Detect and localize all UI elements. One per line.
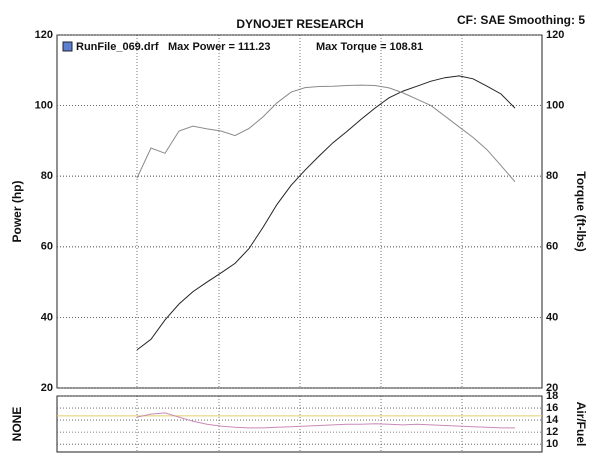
plot-frame [56,395,543,453]
y-tick-label: 100 [35,100,53,112]
y-tick-label: 40 [41,311,53,323]
y2-tick-label: 16 [546,402,558,414]
series-line [136,412,515,429]
y2-axis-label: Torque (ft-lbs) [574,171,588,251]
y2-axis-label: Air/Fuel [574,402,588,447]
series-line [136,84,516,183]
y2-tick-label: 18 [546,390,558,402]
y2-tick-label: 60 [546,241,558,253]
plot-frame [56,34,543,389]
y2-tick-label: 80 [546,170,558,182]
series-line [136,75,516,351]
max-torque: Max Torque = 108.81 [316,41,423,53]
max-power: Max Power = 111.23 [168,41,270,53]
y-axis-label: Power (hp) [10,180,24,242]
y2-tick-label: 14 [546,414,559,426]
legend-swatch [62,41,73,52]
y-tick-label: 120 [35,29,53,41]
legend-name: RunFile_069.drf [76,41,159,53]
settings: CF: SAE Smoothing: 5 [457,13,585,27]
y2-tick-label: 120 [546,29,564,41]
y-tick-label: 80 [41,170,53,182]
y-axis-label: NONE [10,407,24,442]
y2-tick-label: 10 [546,438,558,450]
y-tick-label: 20 [41,382,53,394]
y2-tick-label: 20 [546,382,558,394]
y2-tick-label: 100 [546,100,564,112]
chart-title: DYNOJET RESEARCH [236,17,363,31]
y2-tick-label: 40 [546,311,558,323]
y2-tick-label: 12 [546,426,558,438]
y-tick-label: 60 [41,241,53,253]
